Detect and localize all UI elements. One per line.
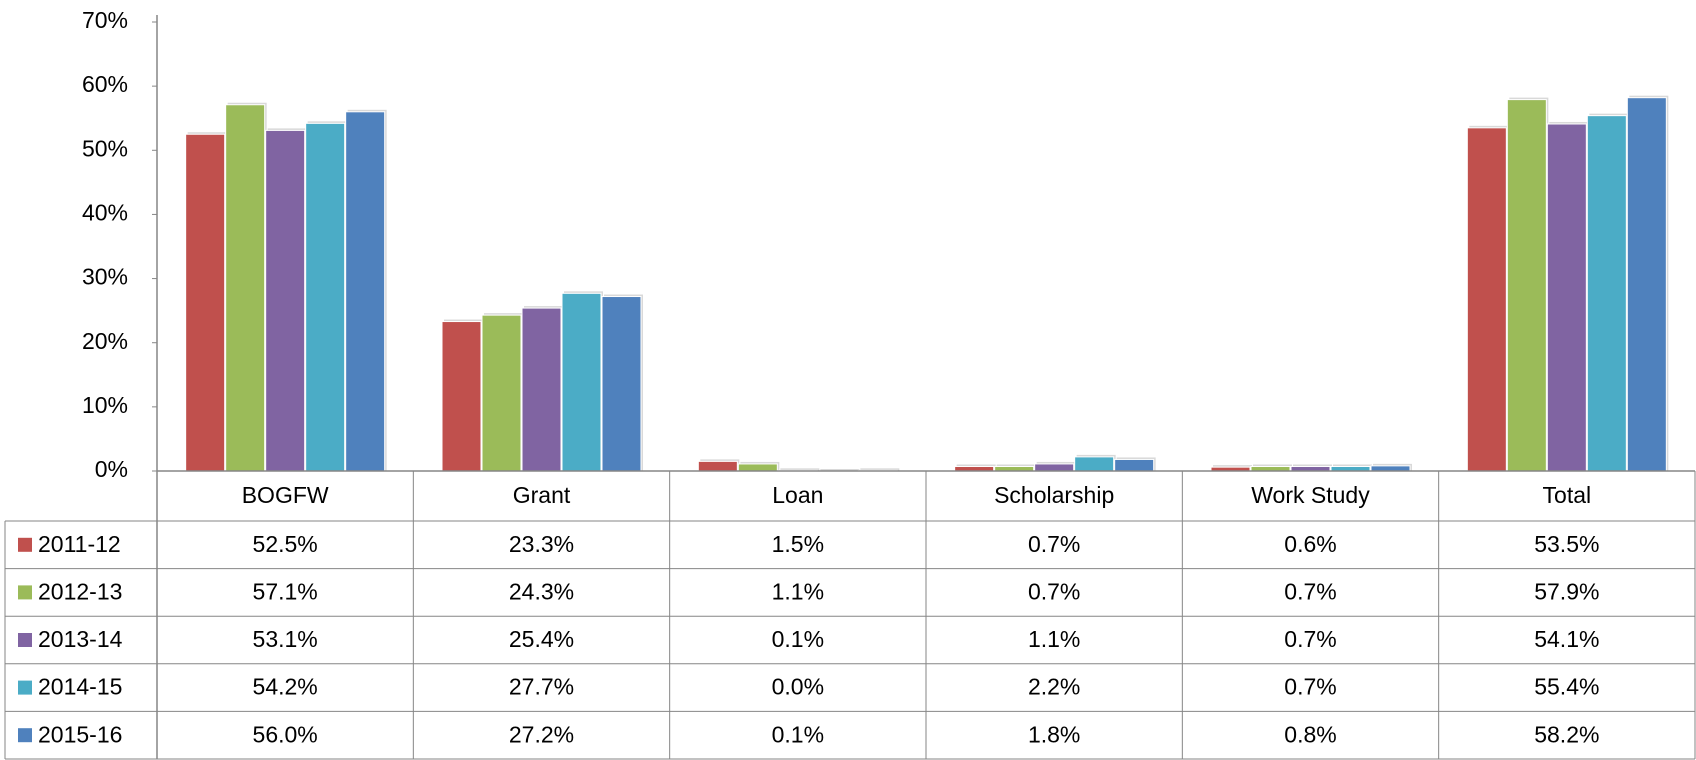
table-cell: 58.2% bbox=[1534, 721, 1599, 747]
bar bbox=[1370, 465, 1411, 472]
table-cell: 27.2% bbox=[509, 721, 574, 747]
bar bbox=[265, 129, 306, 472]
bar-shadow bbox=[860, 468, 900, 471]
table-cell: 53.5% bbox=[1534, 531, 1599, 557]
x-tick-label: Work Study bbox=[1251, 482, 1370, 508]
bar bbox=[1506, 99, 1547, 472]
table-cell: 0.7% bbox=[1284, 626, 1336, 652]
y-tick-label: 0% bbox=[95, 456, 128, 482]
bar bbox=[1466, 127, 1507, 472]
bar bbox=[225, 104, 266, 472]
legend-swatch bbox=[18, 633, 32, 647]
table-cell: 0.7% bbox=[1284, 674, 1336, 700]
table-cell: 2.2% bbox=[1028, 674, 1080, 700]
table-cell: 0.8% bbox=[1284, 721, 1336, 747]
table-cell: 0.7% bbox=[1028, 578, 1080, 604]
legend-label: 2015-16 bbox=[38, 721, 122, 747]
table-cell: 0.1% bbox=[772, 626, 824, 652]
y-tick-label: 40% bbox=[82, 200, 128, 226]
bar bbox=[481, 314, 522, 472]
table-cell: 1.8% bbox=[1028, 721, 1080, 747]
table-cell: 0.0% bbox=[772, 674, 824, 700]
x-tick-label: Total bbox=[1543, 482, 1592, 508]
bar bbox=[1114, 458, 1155, 472]
table-cell: 0.1% bbox=[772, 721, 824, 747]
table-cell: 57.1% bbox=[253, 578, 318, 604]
table-cell: 0.7% bbox=[1028, 531, 1080, 557]
bar-shadow bbox=[780, 468, 820, 471]
table-cell: 1.1% bbox=[1028, 626, 1080, 652]
y-tick-label: 30% bbox=[82, 264, 128, 290]
bar bbox=[1586, 115, 1627, 472]
table-cell: 1.5% bbox=[772, 531, 824, 557]
legend-label: 2012-13 bbox=[38, 578, 122, 604]
table-cell: 27.7% bbox=[509, 674, 574, 700]
legend-swatch bbox=[18, 680, 32, 695]
y-tick-label: 20% bbox=[82, 328, 128, 354]
x-tick-label: Scholarship bbox=[994, 482, 1114, 508]
legend-label: 2011-12 bbox=[38, 531, 121, 557]
bar bbox=[697, 460, 738, 472]
legend-label: 2013-14 bbox=[38, 626, 123, 652]
legend-swatch bbox=[18, 537, 32, 552]
bar bbox=[521, 307, 562, 472]
table-cell: 53.1% bbox=[253, 626, 318, 652]
table-cell: 24.3% bbox=[509, 578, 574, 604]
y-tick-label: 70% bbox=[82, 7, 128, 33]
table-cell: 56.0% bbox=[253, 721, 318, 747]
table-cell: 23.3% bbox=[509, 531, 574, 557]
legend-swatch bbox=[18, 585, 32, 600]
table-cell: 0.7% bbox=[1284, 578, 1336, 604]
bar bbox=[345, 111, 386, 472]
x-tick-label: BOGFW bbox=[242, 482, 329, 508]
bar bbox=[1034, 463, 1075, 472]
bar bbox=[1546, 123, 1587, 472]
bar bbox=[185, 133, 226, 472]
bar-shadow bbox=[820, 469, 860, 471]
bar bbox=[1074, 456, 1115, 472]
bar bbox=[305, 122, 346, 472]
table-cell: 1.1% bbox=[772, 578, 824, 604]
legend-swatch bbox=[18, 728, 32, 743]
table-cell: 54.1% bbox=[1534, 626, 1599, 652]
bar bbox=[561, 292, 602, 472]
bar bbox=[737, 463, 778, 472]
bar bbox=[1626, 97, 1667, 472]
legend-label: 2014-15 bbox=[38, 674, 122, 700]
table-cell: 0.6% bbox=[1284, 531, 1336, 557]
y-tick-label: 50% bbox=[82, 135, 128, 161]
y-tick-label: 10% bbox=[82, 392, 128, 418]
table-cell: 57.9% bbox=[1534, 578, 1599, 604]
bar bbox=[441, 321, 482, 472]
x-tick-label: Grant bbox=[513, 482, 571, 508]
y-tick-label: 60% bbox=[82, 71, 128, 97]
table-cell: 55.4% bbox=[1534, 674, 1599, 700]
table-cell: 25.4% bbox=[509, 626, 574, 652]
table-cell: 54.2% bbox=[253, 674, 318, 700]
table-cell: 52.5% bbox=[253, 531, 318, 557]
x-tick-label: Loan bbox=[772, 482, 823, 508]
bar bbox=[601, 296, 642, 472]
